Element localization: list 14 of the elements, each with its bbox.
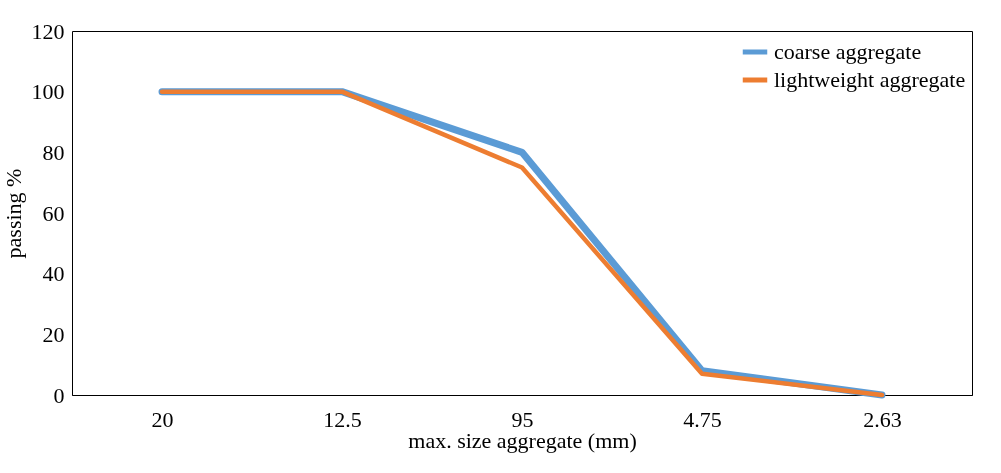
y-tick-label: 100	[31, 79, 65, 105]
legend-label: lightweight aggregate	[774, 67, 966, 92]
y-tick-label: 0	[53, 382, 65, 408]
x-tick-label: 20	[151, 406, 174, 432]
x-tick-label: 2.63	[863, 406, 902, 432]
x-tick-label: 4.75	[683, 406, 722, 432]
y-tick-label: 120	[31, 18, 65, 44]
y-tick-label: 20	[42, 321, 65, 347]
y-tick-label: 80	[42, 139, 65, 165]
legend-label: coarse aggregate	[774, 39, 922, 64]
x-tick-label: 12.5	[323, 406, 362, 432]
y-axis-title: passing %	[0, 168, 26, 259]
y-tick-label: 60	[42, 200, 65, 226]
y-tick-label: 40	[42, 261, 65, 287]
